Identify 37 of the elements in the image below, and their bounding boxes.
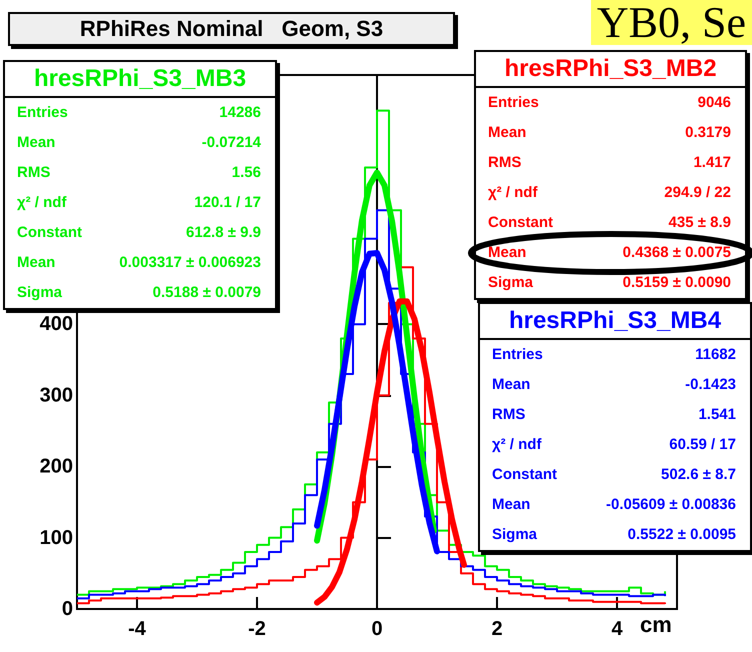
- text: χ² / ndf 60.59 / 17: [492, 436, 736, 453]
- text: Mean -0.1423: [492, 376, 736, 393]
- text: Sigma 0.5188 ± 0.0079: [17, 284, 261, 301]
- text: RMS 1.417: [488, 154, 731, 171]
- text: Constant 435 ± 8.9: [488, 214, 731, 231]
- text: Sigma 0.5522 ± 0.0095: [492, 526, 736, 543]
- text: Entries 11682: [492, 346, 736, 363]
- text: Mean 0.4368 ± 0.0075: [488, 244, 731, 261]
- y-tick-label: 100: [40, 526, 73, 549]
- text: Mean -0.07214: [17, 134, 261, 151]
- text: Mean 0.003317 ± 0.006923: [17, 254, 261, 271]
- text: hresRPhi_S3_MB2: [476, 52, 745, 88]
- x-tick-label: -2: [248, 618, 266, 640]
- text: hresRPhi_S3_MB4: [480, 304, 750, 340]
- y-tick-label: 200: [40, 456, 73, 478]
- text: Mean -0.05609 ± 0.00836: [492, 496, 736, 513]
- text: Sigma 0.5159 ± 0.0090: [488, 274, 731, 291]
- text: Constant 612.8 ± 9.9: [17, 224, 261, 241]
- x-tick-label: 4: [611, 618, 624, 640]
- text: χ² / ndf 120.1 / 17: [17, 194, 261, 211]
- text: RMS 1.56: [17, 164, 261, 181]
- text: Constant 502.6 ± 8.7: [492, 466, 736, 483]
- text: hresRPhi_S3_MB3: [5, 62, 275, 98]
- y-tick-label: 400: [40, 313, 73, 336]
- y-tick-label: 0: [62, 598, 73, 620]
- text: Mean 0.3179: [488, 124, 731, 141]
- chart-title: RPhiRes Nominal Geom, S3: [8, 12, 455, 46]
- text: Entries 14286: [17, 104, 261, 121]
- text: Entries 9046: [488, 94, 731, 111]
- text: RMS 1.541: [492, 406, 736, 423]
- y-tick-label: 300: [40, 384, 73, 406]
- x-tick-label: 0: [371, 618, 383, 640]
- x-tick-label: -4: [128, 618, 147, 640]
- x-axis-title: cm: [640, 612, 672, 638]
- text: χ² / ndf 294.9 / 22: [488, 184, 731, 201]
- x-tick-label: 2: [491, 618, 503, 640]
- text: YB0, Se: [590, 0, 752, 47]
